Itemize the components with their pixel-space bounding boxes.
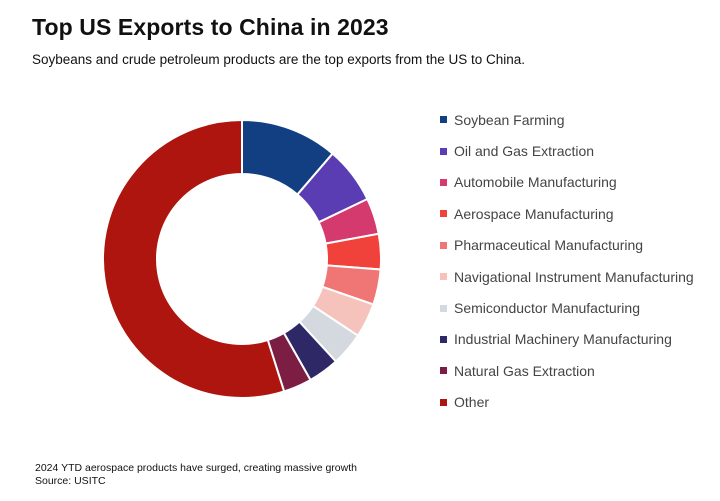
legend-item-navigational-instrument-manufacturing: Navigational Instrument Manufacturing — [440, 261, 694, 292]
legend-label: Oil and Gas Extraction — [454, 143, 595, 160]
legend-swatch — [440, 398, 447, 406]
legend-swatch — [440, 116, 447, 124]
legend-item-semiconductor-manufacturing: Semiconductor Manufacturing — [440, 292, 694, 323]
legend-item-oil-and-gas-extraction: Oil and Gas Extraction — [440, 135, 694, 166]
legend-label: Natural Gas Extraction — [454, 362, 595, 379]
legend-item-other: Other — [440, 387, 694, 418]
legend-item-natural-gas-extraction: Natural Gas Extraction — [440, 355, 694, 386]
legend-item-pharmaceutical-manufacturing: Pharmaceutical Manufacturing — [440, 230, 694, 261]
chart-subtitle: Soybeans and crude petroleum products ar… — [32, 52, 526, 67]
legend-label: Aerospace Manufacturing — [454, 205, 614, 222]
legend-label: Semiconductor Manufacturing — [454, 300, 640, 317]
donut-chart — [102, 118, 382, 399]
legend-swatch — [440, 367, 447, 375]
legend-label: Soybean Farming — [454, 111, 565, 128]
legend-item-automobile-manufacturing: Automobile Manufacturing — [440, 167, 694, 198]
legend-swatch — [440, 273, 447, 281]
footnote: 2024 YTD aerospace products have surged,… — [35, 462, 357, 474]
legend-swatch — [440, 147, 447, 155]
chart-legend: Soybean Farming Oil and Gas Extraction Aut… — [440, 104, 694, 418]
legend-swatch — [440, 335, 447, 343]
legend-label: Navigational Instrument Manufacturing — [454, 268, 694, 285]
legend-label: Industrial Machinery Manufacturing — [454, 331, 672, 348]
legend-item-soybean-farming: Soybean Farming — [440, 104, 694, 135]
legend-item-industrial-machinery-manufacturing: Industrial Machinery Manufacturing — [440, 324, 694, 355]
legend-swatch — [440, 241, 447, 249]
legend-swatch — [440, 210, 447, 218]
slice-other — [102, 118, 286, 399]
chart-title: Top US Exports to China in 2023 — [32, 14, 389, 40]
legend-swatch — [440, 178, 447, 186]
legend-label: Pharmaceutical Manufacturing — [454, 237, 644, 254]
legend-swatch — [440, 304, 447, 312]
legend-label: Automobile Manufacturing — [454, 174, 617, 191]
legend-label: Other — [454, 394, 490, 411]
legend-item-aerospace-manufacturing: Aerospace Manufacturing — [440, 198, 694, 229]
source-note: Source: USITC — [35, 475, 106, 487]
chart-footnotes: 2024 YTD aerospace products have surged,… — [35, 462, 357, 488]
